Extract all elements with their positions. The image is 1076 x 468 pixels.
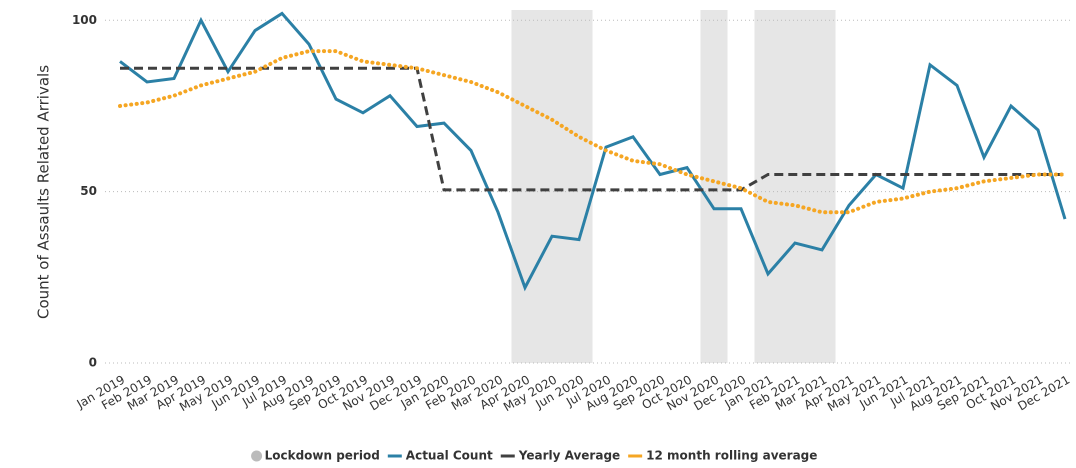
legend: Lockdown period Actual Count Yearly Averag… xyxy=(251,449,817,463)
series-line xyxy=(119,11,1067,292)
y-axis-label: Count of Assaults Related Arrivals xyxy=(35,65,53,319)
lockdown-band xyxy=(700,10,728,363)
y-tick-label: 0 xyxy=(89,356,97,370)
legend-marker xyxy=(251,450,263,462)
y-tick-label: 50 xyxy=(80,184,97,198)
lockdown-band xyxy=(511,10,593,363)
legend-label: Yearly Average xyxy=(518,449,620,463)
lockdown-band xyxy=(754,10,836,363)
series-line xyxy=(120,66,1065,192)
legend-label: Actual Count xyxy=(406,449,493,463)
y-tick-label: 100 xyxy=(72,13,97,27)
legend-label: Lockdown period xyxy=(265,449,380,463)
series-line xyxy=(118,49,1067,215)
legend-label: 12 month rolling average xyxy=(646,449,817,463)
